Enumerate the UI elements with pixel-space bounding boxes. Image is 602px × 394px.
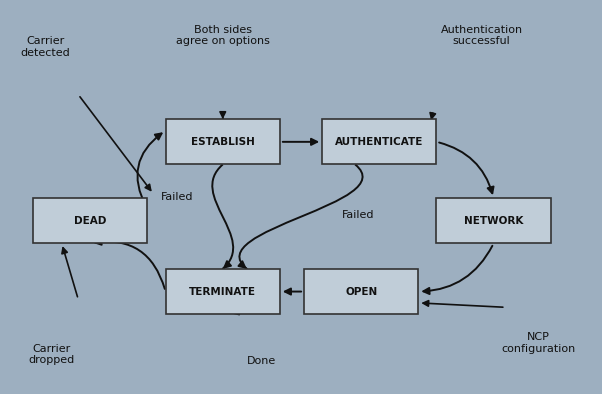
Text: NCP
configuration: NCP configuration xyxy=(501,332,576,353)
Text: Done: Done xyxy=(247,355,276,366)
Text: OPEN: OPEN xyxy=(345,286,377,297)
Text: NETWORK: NETWORK xyxy=(464,216,523,226)
FancyBboxPatch shape xyxy=(322,119,436,165)
Text: Both sides
agree on options: Both sides agree on options xyxy=(176,25,270,46)
Text: Carrier
dropped: Carrier dropped xyxy=(28,344,74,365)
Text: Failed: Failed xyxy=(161,192,194,202)
Text: Carrier
detected: Carrier detected xyxy=(20,37,70,58)
FancyBboxPatch shape xyxy=(166,119,280,165)
FancyBboxPatch shape xyxy=(304,269,418,314)
Text: Failed: Failed xyxy=(342,210,374,220)
FancyBboxPatch shape xyxy=(166,269,280,314)
Text: ESTABLISH: ESTABLISH xyxy=(191,137,255,147)
FancyBboxPatch shape xyxy=(33,198,147,243)
Text: DEAD: DEAD xyxy=(74,216,107,226)
Text: AUTHENTICATE: AUTHENTICATE xyxy=(335,137,423,147)
Text: Authentication
successful: Authentication successful xyxy=(441,25,523,46)
FancyBboxPatch shape xyxy=(436,198,551,243)
Text: TERMINATE: TERMINATE xyxy=(189,286,256,297)
